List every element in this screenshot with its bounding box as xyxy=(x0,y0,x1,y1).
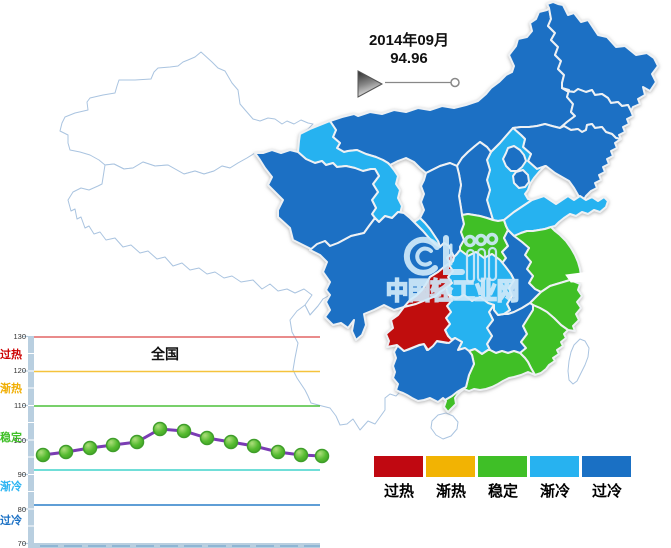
svg-text:稳定: 稳定 xyxy=(0,430,22,444)
svg-text:过冷: 过冷 xyxy=(0,513,22,527)
svg-text:过冷: 过冷 xyxy=(592,482,622,500)
svg-text:全国: 全国 xyxy=(150,346,179,362)
svg-text:100: 100 xyxy=(13,436,26,445)
svg-text:70: 70 xyxy=(18,539,26,548)
svg-text:80: 80 xyxy=(18,505,26,514)
svg-text:120: 120 xyxy=(13,366,26,375)
svg-text:渐热: 渐热 xyxy=(436,482,466,500)
svg-text:渐冷: 渐冷 xyxy=(0,479,22,493)
svg-text:渐热: 渐热 xyxy=(0,381,22,395)
svg-text:过热: 过热 xyxy=(384,482,414,500)
svg-text:2014年09月: 2014年09月 xyxy=(369,31,449,49)
svg-text:94.96: 94.96 xyxy=(390,50,428,67)
svg-text:130: 130 xyxy=(13,332,26,341)
svg-text:稳定: 稳定 xyxy=(488,482,518,500)
svg-text:90: 90 xyxy=(18,470,26,479)
svg-text:渐冷: 渐冷 xyxy=(540,482,570,500)
svg-text:中国轻工业网: 中国轻工业网 xyxy=(386,277,519,305)
svg-text:过热: 过热 xyxy=(0,347,22,361)
svg-text:110: 110 xyxy=(14,401,26,410)
